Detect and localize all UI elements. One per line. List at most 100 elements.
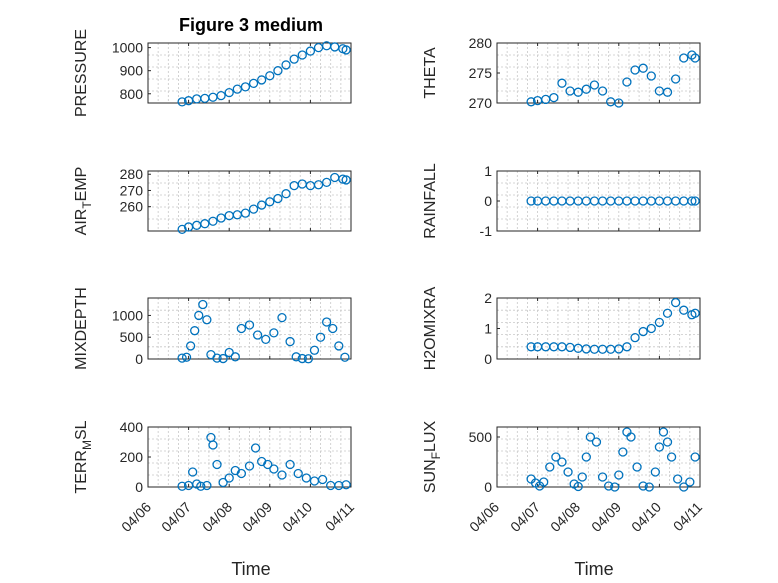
data-point — [232, 84, 242, 94]
data-point — [293, 468, 303, 479]
y-tick-label: 1 — [484, 163, 492, 179]
data-point — [303, 354, 314, 364]
data-point — [257, 200, 267, 210]
x-axis-label-right: Time — [574, 559, 613, 579]
data-point — [341, 45, 351, 55]
data-point — [328, 323, 338, 334]
data-point — [638, 63, 648, 73]
y-tick-label: 0 — [484, 479, 492, 495]
y-tick-label: 0 — [135, 479, 143, 495]
data-point — [670, 297, 681, 308]
data-point — [265, 197, 275, 207]
data-point — [539, 477, 549, 487]
data-point — [277, 470, 287, 480]
data-point — [202, 315, 212, 325]
data-point — [662, 437, 673, 447]
data-point — [654, 442, 665, 452]
data-point — [646, 323, 656, 334]
data-point — [658, 427, 669, 437]
data-point — [177, 353, 187, 363]
data-point — [690, 196, 700, 206]
data-point — [281, 60, 291, 70]
data-point — [622, 342, 632, 352]
data-point — [289, 54, 299, 64]
axes-h2omixra: 0 1 2 H2OMIXRA — [422, 286, 701, 370]
data-point — [679, 53, 689, 63]
data-point — [687, 50, 697, 60]
data-point — [212, 353, 222, 363]
data-point — [341, 175, 351, 185]
axes-frame — [147, 297, 352, 360]
x-tick-label: 04/10 — [279, 499, 315, 535]
x-tick-label: 04/07 — [158, 499, 194, 535]
y-tick-label: 280 — [469, 35, 493, 51]
data-point — [334, 341, 344, 351]
data-point — [208, 440, 218, 450]
data-point — [281, 189, 291, 199]
data-point — [690, 53, 700, 63]
axes-rainfall: -1 0 1 RAINFALL — [422, 163, 701, 239]
x-tick-label: 04/11 — [322, 499, 358, 535]
data-point — [679, 482, 689, 492]
data-point — [573, 87, 583, 97]
data-point — [673, 474, 683, 484]
y-tick-label: 275 — [469, 65, 493, 81]
x-tick-label: 04/10 — [628, 499, 664, 535]
data-point — [269, 328, 279, 338]
x-tick-label: 04/06 — [118, 499, 154, 535]
data-point — [341, 480, 351, 490]
data-point — [632, 462, 642, 472]
x-tick-labels-left: 04/06 04/07 04/08 04/09 04/10 04/11 — [118, 499, 357, 535]
axes-frame — [147, 42, 352, 104]
data-point — [573, 481, 583, 492]
data-point — [644, 482, 654, 492]
data-point — [244, 320, 255, 330]
data-point — [196, 481, 206, 491]
axes-theta: 270 275 280 THETA — [422, 35, 701, 111]
data-point — [236, 323, 247, 334]
data-point — [185, 341, 196, 351]
data-point — [626, 432, 636, 442]
data-point — [305, 46, 316, 56]
y-axis-label: SUNFLUX — [422, 421, 443, 494]
x-tick-label: 04/09 — [588, 499, 624, 535]
axes-frame — [496, 426, 701, 488]
data-point — [240, 208, 251, 218]
y-axis-label: AIRTEMP — [73, 167, 94, 236]
y-axis-label: H2OMIXRA — [422, 286, 439, 370]
data-point — [597, 86, 608, 96]
y-tick-label: 500 — [120, 329, 144, 345]
y-axis-label: THETA — [422, 47, 439, 99]
data-point — [230, 352, 240, 362]
data-point — [200, 219, 210, 229]
data-point — [679, 305, 689, 315]
axes-frame — [147, 170, 352, 232]
data-point — [577, 472, 587, 482]
data-point — [291, 352, 301, 362]
y-tick-label: 1000 — [112, 307, 143, 323]
y-axis-label: TERRMSL — [73, 420, 94, 493]
data-point — [670, 74, 681, 84]
axes-terr_msl: 0 200 400 TERRMSL — [73, 419, 352, 495]
data-point — [526, 196, 536, 206]
data-point — [181, 352, 192, 362]
data-point — [618, 447, 628, 457]
data-point — [224, 87, 234, 98]
data-point — [597, 472, 608, 482]
data-point — [650, 467, 660, 477]
data-point — [224, 347, 234, 358]
data-point — [248, 78, 259, 89]
y-tick-label: 200 — [120, 449, 144, 465]
data-point — [646, 71, 656, 81]
y-tick-label: 2 — [484, 290, 492, 306]
data-point — [265, 71, 275, 81]
data-point — [666, 452, 677, 462]
data-point — [638, 481, 648, 491]
x-tick-labels-right: 04/06 04/07 04/08 04/09 04/10 04/11 — [466, 499, 705, 535]
x-axis-label-left: Time — [231, 559, 270, 579]
data-point — [317, 474, 328, 485]
y-tick-label: 270 — [469, 95, 493, 111]
data-point — [216, 90, 226, 101]
